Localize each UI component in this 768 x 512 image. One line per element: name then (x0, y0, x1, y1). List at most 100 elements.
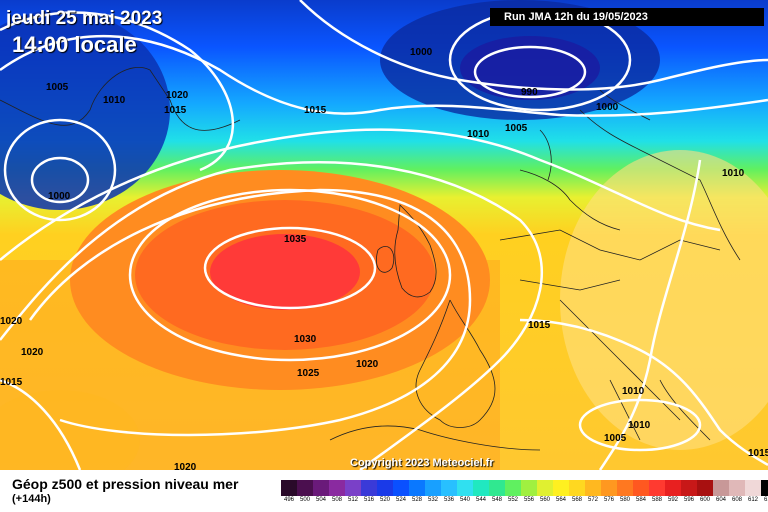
scale-label: 516 (363, 497, 374, 503)
scale-swatch (553, 480, 569, 496)
scale-label: 544 (475, 497, 486, 503)
scale-label: 528 (411, 497, 422, 503)
scale-swatch (617, 480, 633, 496)
scale-label: 580 (619, 497, 630, 503)
scale-label: 532 (427, 497, 438, 503)
scale-swatch (713, 480, 729, 496)
map-canvas: 1005 1010 1020 1015 1000 1000 990 1000 1… (0, 0, 768, 470)
scale-label: 548 (491, 497, 502, 503)
isobar-label: 1015 (164, 105, 187, 116)
isobar-label: 1025 (297, 368, 320, 379)
scale-swatch (729, 480, 745, 496)
isobar-label: 1000 (596, 102, 619, 113)
scale-swatch (393, 480, 409, 496)
legend-footer: Géop z500 et pression niveau mer (+144h)… (0, 470, 768, 512)
scale-label: 572 (587, 497, 598, 503)
scale-swatch (761, 480, 768, 496)
map-title: Géop z500 et pression niveau mer (12, 476, 239, 492)
scale-label: 540 (459, 497, 470, 503)
scale-label: 500 (299, 497, 310, 503)
scale-swatch (745, 480, 761, 496)
isobar-label: 1000 (48, 191, 71, 202)
scale-swatch (329, 480, 345, 496)
scale-swatch (281, 480, 297, 496)
isobar-label: 1005 (46, 82, 69, 93)
scale-label: 612 (747, 497, 758, 503)
scale-swatch (473, 480, 489, 496)
isobar-label: 990 (521, 87, 538, 98)
color-scale-labels: 496 500 504 508 512 516 520 524 528 532 536 540 544 5… (281, 497, 768, 507)
isobar-label: 1010 (628, 420, 651, 431)
forecast-date: jeudi 25 mai 2023 (6, 8, 163, 29)
scale-swatch (697, 480, 713, 496)
isobar-label: 1010 (103, 95, 126, 106)
isobar-label: 1035 (284, 234, 307, 245)
isobar-label: 1030 (294, 334, 317, 345)
scale-swatch (665, 480, 681, 496)
scale-swatch (537, 480, 553, 496)
scale-swatch (521, 480, 537, 496)
scale-label: 496 (283, 497, 294, 503)
isobar-label: 1005 (505, 123, 528, 134)
color-scale (281, 480, 768, 496)
isobar-label: 1020 (166, 90, 189, 101)
scale-label: 524 (395, 497, 406, 503)
isobar-label: 1020 (21, 347, 44, 358)
copyright-text: Copyright 2023 Meteociel.fr (350, 457, 494, 469)
isobar-label: 1015 (528, 320, 551, 331)
scale-swatch (297, 480, 313, 496)
scale-label: 520 (379, 497, 390, 503)
low-greenland (0, 10, 170, 210)
scale-swatch (489, 480, 505, 496)
scale-swatch (649, 480, 665, 496)
scale-label: 552 (507, 497, 518, 503)
scale-label: 604 (715, 497, 726, 503)
scale-label: 600 (699, 497, 710, 503)
scale-label: 596 (683, 497, 694, 503)
scale-label: 616 (763, 497, 768, 503)
isobar-labels: 1005 1010 1020 1015 1000 1000 990 1000 1… (0, 47, 768, 470)
weather-map: 1005 1010 1020 1015 1000 1000 990 1000 1… (0, 0, 768, 470)
scale-label: 512 (347, 497, 358, 503)
isobar-label: 1010 (467, 129, 490, 140)
scale-swatch (441, 480, 457, 496)
scale-swatch (409, 480, 425, 496)
scale-label: 560 (539, 497, 550, 503)
scale-label: 556 (523, 497, 534, 503)
isobar-label: 1015 (0, 377, 23, 388)
isobars (0, 378, 82, 470)
isobar-label: 1000 (410, 47, 433, 58)
scale-label: 564 (555, 497, 566, 503)
scale-swatch (377, 480, 393, 496)
isobar-label: 1005 (604, 433, 627, 444)
scale-label: 588 (651, 497, 662, 503)
scale-swatch (681, 480, 697, 496)
isobar-label: 1020 (174, 462, 197, 470)
scale-label: 584 (635, 497, 646, 503)
scale-swatch (425, 480, 441, 496)
scale-label: 568 (571, 497, 582, 503)
scale-swatch (505, 480, 521, 496)
isobar-label: 1010 (622, 386, 645, 397)
scale-label: 608 (731, 497, 742, 503)
isobar-label: 1010 (722, 168, 745, 179)
scale-label: 508 (331, 497, 342, 503)
scale-swatch (601, 480, 617, 496)
run-info: Run JMA 12h du 19/05/2023 (490, 8, 764, 26)
isobar-label: 1020 (356, 359, 379, 370)
scale-swatch (361, 480, 377, 496)
scale-label: 576 (603, 497, 614, 503)
scale-label: 504 (315, 497, 326, 503)
forecast-time: 14:00 locale (12, 32, 137, 57)
scale-swatch (457, 480, 473, 496)
scale-swatch (569, 480, 585, 496)
scale-swatch (313, 480, 329, 496)
scale-swatch (585, 480, 601, 496)
scale-label: 536 (443, 497, 454, 503)
isobar-label: 1020 (0, 316, 23, 327)
ridge-core (210, 234, 360, 310)
isobar-label: 1015 (748, 448, 768, 459)
scale-label: 592 (667, 497, 678, 503)
scale-swatch (345, 480, 361, 496)
